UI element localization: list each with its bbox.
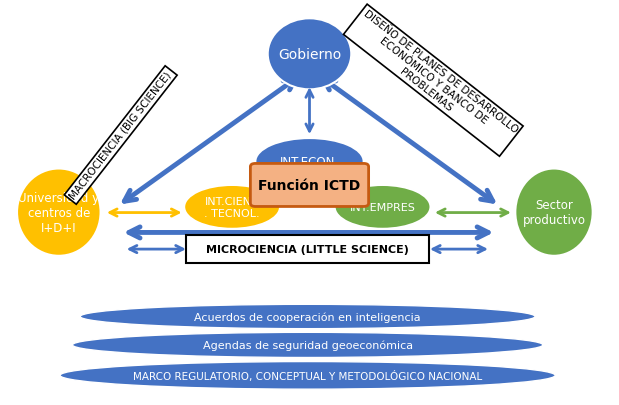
Ellipse shape <box>184 185 280 229</box>
Ellipse shape <box>334 185 431 229</box>
Text: Gobierno: Gobierno <box>278 48 341 62</box>
Ellipse shape <box>17 169 100 256</box>
Text: MACROCIENCIA (BIG SCIENCE): MACROCIENCIA (BIG SCIENCE) <box>68 70 173 201</box>
Ellipse shape <box>60 362 555 389</box>
Ellipse shape <box>267 19 352 90</box>
Text: Universidad y
centros de
I+D+I: Universidad y centros de I+D+I <box>18 191 100 234</box>
Ellipse shape <box>515 169 593 256</box>
Text: Sector
productivo: Sector productivo <box>522 199 586 226</box>
Text: Agendas de seguridad geoeconómica: Agendas de seguridad geoeconómica <box>202 340 413 350</box>
Text: MARCO REGULATORIO, CONCEPTUAL Y METODOLÓGICO NACIONAL: MARCO REGULATORIO, CONCEPTUAL Y METODOLÓ… <box>133 370 482 381</box>
Ellipse shape <box>80 305 535 329</box>
FancyBboxPatch shape <box>250 164 369 207</box>
Text: DISEÑO DE PLANES DE DESARROLLO
ECONÓMICO Y BANCO DE
PROBLEMAS: DISEÑO DE PLANES DE DESARROLLO ECONÓMICO… <box>347 9 519 153</box>
Text: Función ICTD: Función ICTD <box>258 179 361 192</box>
Text: MICROCIENCIA (LITTLE SCIENCE): MICROCIENCIA (LITTLE SCIENCE) <box>206 245 409 254</box>
Text: INT.ECON.: INT.ECON. <box>280 156 339 168</box>
Text: INT.EMPRES: INT.EMPRES <box>350 202 415 212</box>
Text: INT.CIENT
. TECNOL.: INT.CIENT . TECNOL. <box>204 196 260 218</box>
FancyBboxPatch shape <box>186 236 430 263</box>
Ellipse shape <box>256 139 364 185</box>
Ellipse shape <box>72 333 543 358</box>
Text: Acuerdos de cooperación en inteligencia: Acuerdos de cooperación en inteligencia <box>194 311 421 322</box>
